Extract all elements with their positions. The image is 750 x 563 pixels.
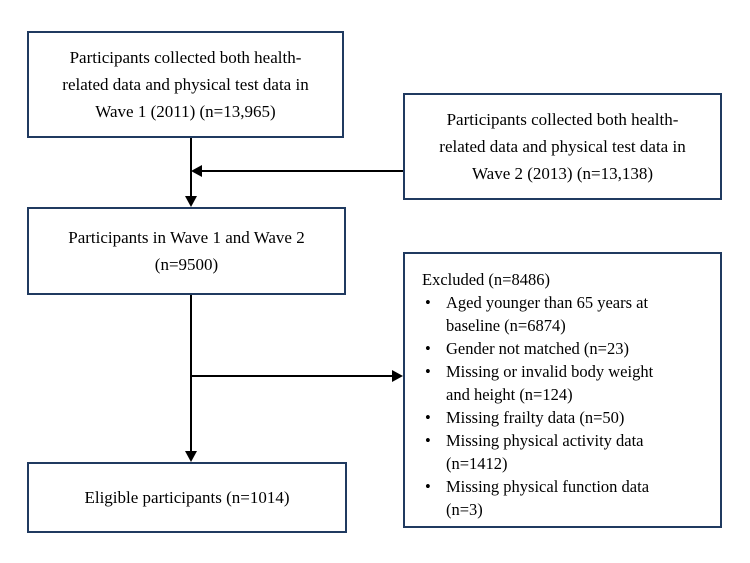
- excluded-item-function: • Missing physical function data (n=3): [422, 475, 714, 521]
- box-merged-line-1: Participants in Wave 1 and Wave 2: [68, 228, 305, 247]
- arrow-right-icon: [392, 370, 403, 382]
- connector-wave2-to-junction: [201, 170, 403, 172]
- excluded-item-activity: • Missing physical activity data (n=1412…: [422, 429, 714, 475]
- bullet-icon: •: [425, 431, 431, 450]
- box-wave1-line-2: related data and physical test data in: [62, 75, 309, 94]
- excluded-item-function-text: Missing physical function data (n=3): [446, 475, 714, 521]
- excluded-item-frailty: • Missing frailty data (n=50): [422, 406, 714, 429]
- box-wave2-line-1: Participants collected both health-: [446, 110, 679, 129]
- excluded-item-frailty-text: Missing frailty data (n=50): [446, 406, 714, 429]
- bullet-icon: •: [425, 362, 431, 381]
- excluded-item-activity-line-1: Missing physical activity data: [446, 431, 644, 450]
- excluded-item-body-line-1: Missing or invalid body weight: [446, 362, 654, 381]
- box-wave1-participants: Participants collected both health- rela…: [27, 31, 344, 138]
- excluded-item-gender-line-1: Gender not matched (n=23): [446, 339, 629, 358]
- arrow-left-icon: [191, 165, 202, 177]
- box-eligible-participants: Eligible participants (n=1014): [27, 462, 347, 533]
- box-wave1-line-3: Wave 1 (2011) (n=13,965): [95, 102, 276, 121]
- bullet-icon: •: [425, 293, 431, 312]
- excluded-item-activity-text: Missing physical activity data (n=1412): [446, 429, 714, 475]
- bullet-icon: •: [425, 408, 431, 427]
- excluded-item-age-line-2: baseline (n=6874): [446, 316, 566, 335]
- excluded-item-frailty-line-1: Missing frailty data (n=50): [446, 408, 625, 427]
- excluded-item-gender-text: Gender not matched (n=23): [446, 337, 714, 360]
- excluded-item-gender: • Gender not matched (n=23): [422, 337, 714, 360]
- excluded-item-body-line-2: and height (n=124): [446, 385, 573, 404]
- excluded-item-body: • Missing or invalid body weight and hei…: [422, 360, 714, 406]
- box-wave2-line-3: Wave 2 (2013) (n=13,138): [471, 164, 653, 183]
- connector-merged-to-eligible: [190, 295, 192, 453]
- box-excluded: Excluded (n=8486) • Aged younger than 65…: [403, 252, 722, 528]
- box-wave2-line-2: related data and physical test data in: [439, 137, 686, 156]
- excluded-item-activity-line-2: (n=1412): [446, 454, 508, 473]
- excluded-title: Excluded (n=8486): [422, 270, 550, 289]
- bullet-icon: •: [425, 477, 431, 496]
- excluded-item-function-line-2: (n=3): [446, 500, 483, 519]
- excluded-item-body-text: Missing or invalid body weight and heigh…: [446, 360, 714, 406]
- excluded-item-age-line-1: Aged younger than 65 years at: [446, 293, 649, 312]
- arrow-down-icon: [185, 451, 197, 462]
- excluded-item-function-line-1: Missing physical function data: [446, 477, 650, 496]
- box-merged-participants: Participants in Wave 1 and Wave 2 (n=950…: [27, 207, 346, 295]
- box-merged-line-2: (n=9500): [154, 255, 219, 274]
- box-eligible-line-1: Eligible participants (n=1014): [84, 488, 290, 507]
- box-wave1-line-1: Participants collected both health-: [69, 48, 302, 67]
- connector-junction-to-excluded: [191, 375, 393, 377]
- bullet-icon: •: [425, 339, 431, 358]
- excluded-item-age-text: Aged younger than 65 years at baseline (…: [446, 291, 714, 337]
- excluded-item-age: • Aged younger than 65 years at baseline…: [422, 291, 714, 337]
- box-wave2-participants: Participants collected both health- rela…: [403, 93, 722, 200]
- arrow-down-icon: [185, 196, 197, 207]
